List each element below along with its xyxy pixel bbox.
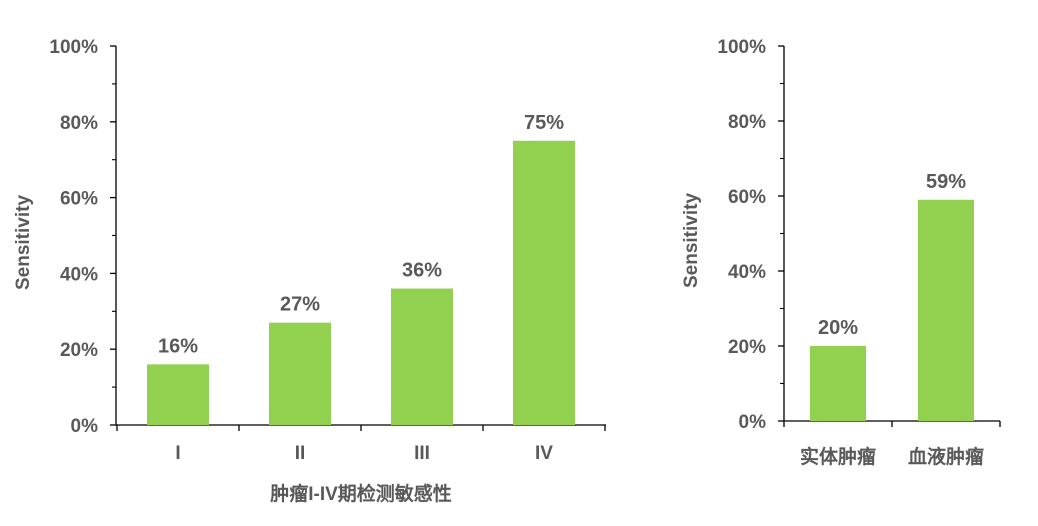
left-bar (391, 288, 453, 425)
left-bar-value-label: 75% (524, 112, 564, 134)
left-y-axis-title: Sensitivity (13, 195, 34, 290)
right-bar-value-label: 59% (926, 171, 966, 193)
right-category-label: 血液肿瘤 (908, 445, 984, 468)
left-bar (269, 322, 331, 425)
right-bar-value-label: 20% (818, 317, 858, 339)
right-y-tick-label: 0% (739, 412, 767, 433)
left-category-label: II (295, 443, 306, 464)
left-bar-value-label: 27% (280, 294, 320, 316)
left-y-tick-label: 20% (60, 340, 98, 361)
right-bar (810, 346, 866, 421)
right-y-tick-label: 40% (728, 262, 766, 283)
left-bar-value-label: 16% (158, 335, 198, 357)
left-x-axis-title: 肿瘤I-IV期检测敏感性 (270, 482, 452, 505)
right-y-tick-label: 60% (728, 187, 766, 208)
left-bar (147, 364, 209, 425)
left-category-label: III (414, 443, 430, 464)
left-bar-value-label: 36% (402, 260, 442, 282)
right-y-tick-label: 100% (717, 37, 766, 58)
left-bar (513, 140, 575, 425)
right-category-label: 实体肿瘤 (800, 445, 876, 468)
right-y-tick-label: 20% (728, 337, 766, 358)
right-y-axis-title: Sensitivity (681, 193, 702, 288)
left-y-tick-label: 80% (60, 113, 98, 134)
right-y-tick-label: 80% (728, 112, 766, 133)
left-category-label: IV (535, 443, 553, 464)
left-y-tick-label: 60% (60, 189, 98, 210)
right-bar (918, 199, 974, 421)
left-y-tick-label: 0% (71, 416, 99, 437)
left-y-tick-label: 40% (60, 264, 98, 285)
left-category-label: I (175, 443, 180, 464)
left-y-tick-label: 100% (49, 37, 98, 58)
